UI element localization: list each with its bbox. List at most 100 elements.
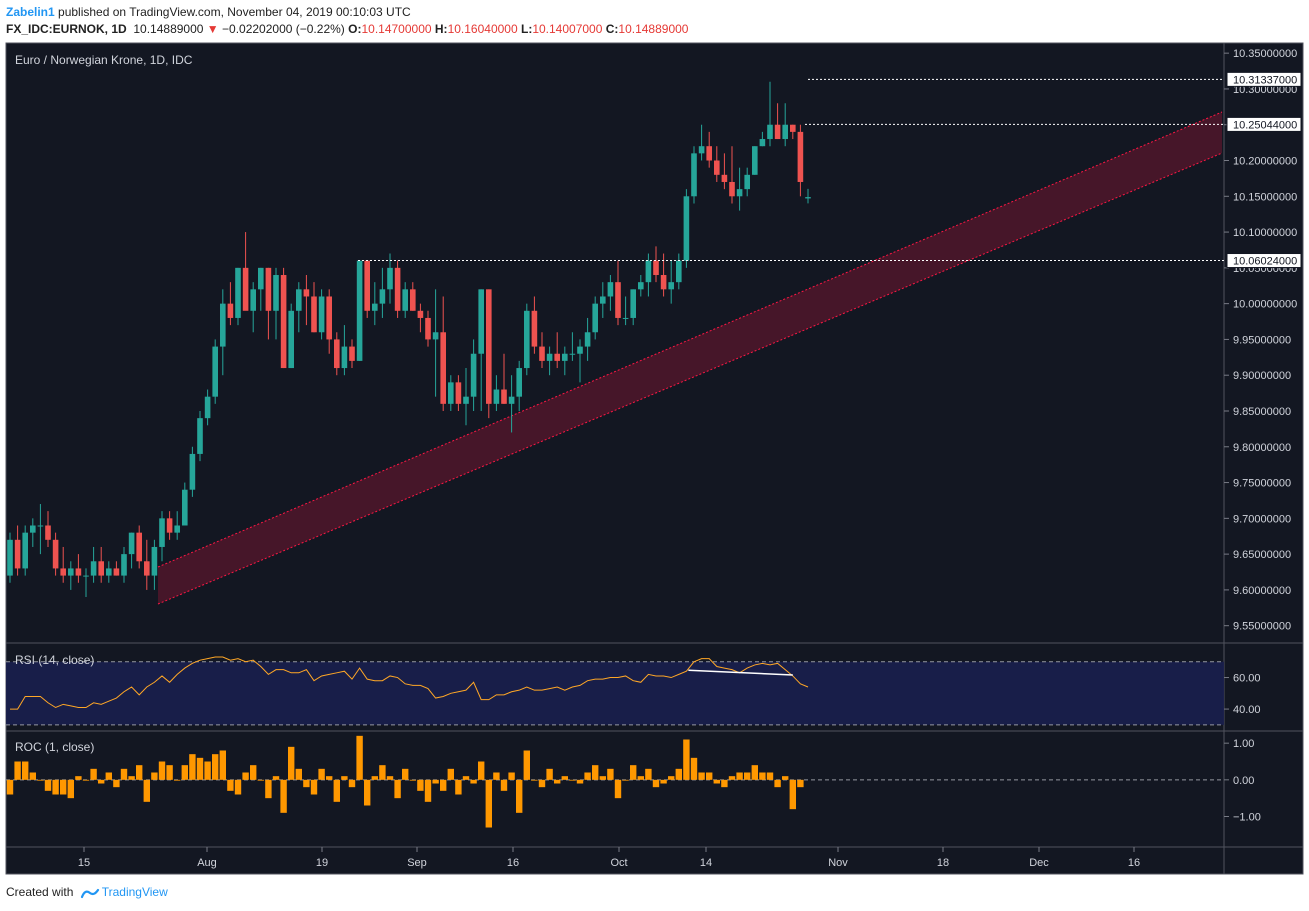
candle-body — [440, 332, 446, 404]
roc-bar — [683, 739, 690, 780]
candle-body — [410, 289, 416, 311]
rsi-axis[interactable]: 60.00 40.00 — [1224, 673, 1261, 717]
open-value: 10.14700000 — [361, 22, 432, 36]
roc-bar — [614, 779, 622, 799]
candle-body — [630, 289, 636, 318]
candle-body — [75, 568, 82, 576]
roc-bar — [174, 779, 181, 781]
candle-body — [7, 539, 13, 576]
roc-bar — [158, 761, 166, 780]
time-tick-label: Sep — [407, 857, 427, 869]
rsi-pane[interactable]: RSI (14, close) — [6, 653, 1224, 726]
roc-bar — [698, 772, 705, 780]
roc-bar — [546, 768, 553, 780]
price-tick-label: 9.60000000 — [1233, 585, 1291, 597]
time-axis[interactable]: 15 Aug 19 Sep 16 Oct 14 Nov 18 Dec 16 — [78, 847, 1140, 869]
tradingview-logo-icon — [80, 888, 99, 898]
roc-bar — [75, 776, 82, 780]
roc-bar — [592, 765, 599, 780]
roc-bar — [204, 761, 211, 780]
symbol-info: FX_IDC:EURNOK, 1D 10.14889000 ▼ −0.02202… — [6, 22, 688, 36]
rsi-divergence-trendline[interactable] — [688, 669, 793, 676]
roc-bar — [637, 776, 644, 780]
candle-body — [455, 382, 462, 404]
roc-axis[interactable]: 1.00 0.00 −1.00 — [1224, 738, 1261, 824]
candle-body — [136, 532, 142, 562]
candle-body — [622, 317, 629, 319]
roc-bar — [554, 779, 561, 784]
candle-body — [204, 396, 211, 419]
roc-bar — [409, 779, 416, 781]
roc-bar — [797, 779, 804, 788]
symbol-name: FX_IDC:EURNOK, 1D — [6, 22, 127, 36]
roc-bar — [288, 746, 295, 780]
roc-bar — [326, 776, 333, 780]
roc-bar — [690, 757, 698, 780]
candle-body — [379, 289, 386, 304]
roc-bar — [622, 779, 629, 781]
candle-body — [258, 267, 264, 290]
roc-bar — [424, 779, 432, 802]
time-tick-label: 15 — [78, 857, 90, 869]
rsi-tick-label: 40.00 — [1233, 704, 1261, 716]
roc-bar — [242, 772, 249, 780]
open-label: O: — [348, 22, 362, 36]
candle-body — [394, 267, 401, 311]
candle-body — [83, 575, 89, 577]
candle-body — [767, 124, 773, 140]
tradingview-link[interactable]: TradingView — [101, 885, 168, 899]
time-tick-label: 16 — [1128, 857, 1140, 869]
roc-bar — [189, 754, 196, 780]
roc-bar — [348, 779, 356, 788]
candle-body — [805, 197, 811, 199]
candle-body — [151, 546, 158, 576]
candle-body — [592, 303, 598, 333]
trend-channel[interactable] — [158, 112, 1222, 604]
price-line-label: 10.25044000 — [1233, 119, 1297, 131]
candle-body — [569, 353, 576, 355]
time-tick-label: Dec — [1029, 857, 1049, 869]
price-tick-label: 10.20000000 — [1233, 156, 1297, 168]
candle-body — [98, 561, 104, 576]
candle-body — [349, 346, 355, 361]
price-tick-label: 9.70000000 — [1233, 513, 1291, 525]
candle-body — [45, 525, 51, 540]
horizontal-price-lines[interactable] — [358, 78, 1224, 262]
roc-tick-label: 0.00 — [1233, 775, 1254, 787]
low-value: 10.14007000 — [532, 22, 603, 36]
roc-bar — [82, 779, 90, 781]
candle-body — [486, 289, 492, 404]
roc-bar — [219, 750, 226, 780]
roc-bar — [257, 779, 264, 781]
roc-bar — [645, 768, 652, 780]
candle-body — [265, 267, 272, 311]
roc-bar — [455, 779, 462, 795]
roc-bar — [341, 776, 348, 780]
candle-body — [615, 282, 621, 318]
candle-body — [759, 139, 766, 147]
trend-channel-upper-line[interactable] — [157, 111, 1223, 568]
price-pane[interactable]: Euro / Norwegian Krone, 1D, IDC — [7, 53, 1224, 605]
candle-body — [782, 124, 788, 140]
roc-bar — [67, 779, 74, 799]
candle-body — [37, 525, 44, 527]
roc-bar — [660, 779, 667, 784]
roc-bar — [44, 779, 52, 791]
price-pane-title: Euro / Norwegian Krone, 1D, IDC — [15, 53, 193, 67]
candle-body — [774, 124, 781, 140]
price-line-label: 10.06024000 — [1233, 256, 1297, 268]
roc-pane[interactable]: ROC (1, close) — [6, 735, 1224, 828]
candle-body — [736, 189, 743, 197]
rsi-band — [6, 661, 1224, 725]
author-name[interactable]: Zabelin1 — [6, 5, 55, 19]
roc-bar — [599, 776, 606, 780]
candle-body — [212, 346, 218, 397]
roc-bar — [151, 772, 158, 780]
rsi-pane-title: RSI (14, close) — [15, 653, 94, 667]
roc-bar — [22, 761, 29, 780]
candle-body — [790, 124, 796, 132]
candle-body — [797, 131, 804, 182]
price-axis[interactable]: 9.55000000 9.60000000 9.65000000 9.70000000… — [1224, 48, 1302, 633]
trend-channel-lower-line[interactable] — [157, 152, 1223, 605]
